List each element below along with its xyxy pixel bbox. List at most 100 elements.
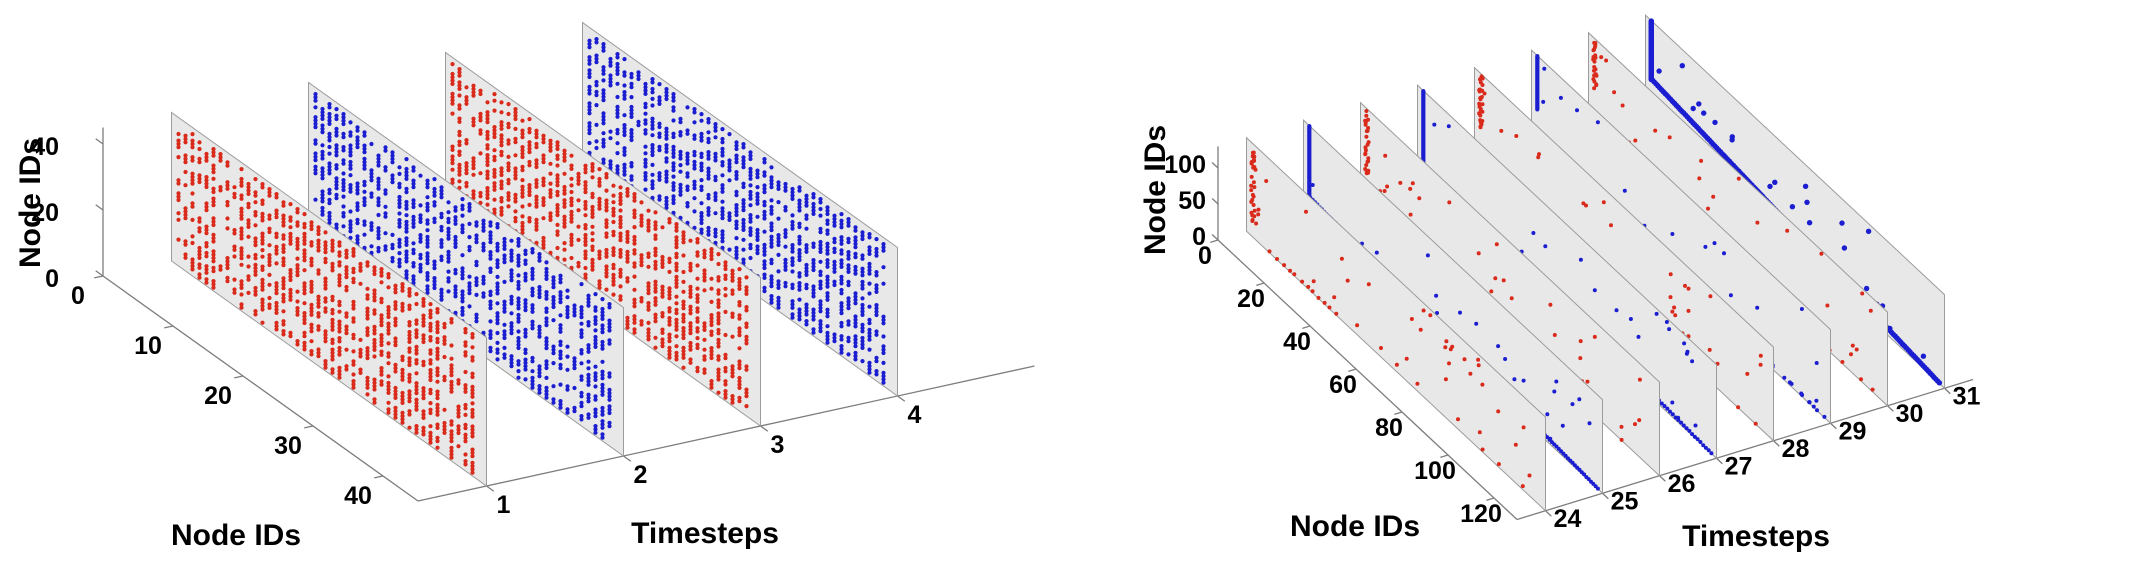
- scatter-point: [428, 335, 433, 340]
- x-axis-tick: [1486, 497, 1495, 501]
- scatter-point: [190, 204, 195, 209]
- scatter-point: [832, 216, 837, 222]
- scatter-point: [839, 304, 844, 309]
- scatter-point: [1690, 432, 1695, 437]
- scatter-point: [600, 409, 605, 414]
- scatter-point: [435, 439, 440, 444]
- scatter-point: [190, 201, 195, 206]
- scatter-point: [601, 157, 606, 162]
- scatter-point: [762, 170, 767, 175]
- scatter-point: [442, 430, 447, 435]
- scatter-point: [601, 144, 606, 149]
- scatter-point: [488, 236, 493, 241]
- scatter-point: [555, 179, 560, 185]
- scatter-point: [846, 236, 851, 241]
- scatter-point: [365, 316, 370, 321]
- scatter-point: [1249, 174, 1254, 179]
- scatter-point: [309, 309, 314, 314]
- scatter-point: [1659, 401, 1664, 406]
- scatter-point: [372, 291, 377, 296]
- scatter-point: [323, 299, 328, 304]
- scatter-point: [323, 359, 328, 364]
- scatter-point: [470, 470, 475, 475]
- scatter-point: [1604, 58, 1609, 63]
- scatter-point: [393, 392, 398, 397]
- scatter-point: [499, 133, 504, 138]
- scatter-point: [702, 324, 707, 329]
- scatter-point: [674, 245, 679, 250]
- scatter-point: [1327, 305, 1332, 310]
- scatter-point: [260, 241, 265, 246]
- scatter-point: [853, 238, 858, 243]
- scatter-point: [313, 164, 318, 169]
- scatter-point: [681, 289, 686, 294]
- scatter-point: [783, 257, 788, 262]
- scatter-point: [839, 221, 844, 227]
- scatter-point: [446, 269, 451, 274]
- scatter-point: [853, 251, 858, 256]
- scatter-point: [351, 362, 356, 367]
- scatter-point: [653, 335, 658, 340]
- scatter-point: [558, 300, 563, 305]
- scatter-point: [692, 166, 697, 171]
- y-tick-label: 24: [1554, 505, 1582, 533]
- scatter-point: [734, 153, 739, 158]
- scatter-point: [607, 318, 612, 323]
- scatter-point: [713, 191, 718, 196]
- scatter-point: [467, 244, 472, 250]
- scatter-point: [190, 171, 195, 176]
- scatter-point: [590, 237, 595, 243]
- scatter-point: [737, 286, 742, 291]
- scatter-point: [804, 246, 809, 251]
- scatter-point: [418, 252, 423, 257]
- scatter-point: [832, 263, 837, 268]
- scatter-point: [330, 307, 335, 313]
- scatter-point: [832, 259, 837, 264]
- scatter-point: [653, 249, 658, 255]
- scatter-point: [513, 209, 518, 214]
- scatter-point: [520, 154, 525, 160]
- scatter-point: [313, 118, 318, 123]
- scatter-point: [625, 190, 630, 195]
- scatter-point: [365, 263, 370, 268]
- scatter-point: [790, 269, 795, 274]
- scatter-point: [344, 367, 349, 372]
- scatter-point: [351, 359, 356, 364]
- scatter-point: [516, 342, 521, 347]
- scatter-point: [446, 226, 451, 231]
- scatter-point: [295, 220, 300, 225]
- scatter-point: [351, 319, 356, 324]
- scatter-point: [594, 89, 599, 94]
- scatter-point: [741, 161, 746, 166]
- scatter-point: [625, 325, 630, 330]
- scatter-point: [474, 236, 479, 241]
- scatter-point: [372, 384, 377, 389]
- scatter-point: [183, 252, 188, 257]
- scatter-point: [618, 284, 623, 289]
- scatter-point: [372, 354, 377, 359]
- scatter-point: [418, 239, 423, 244]
- scatter-point: [839, 274, 844, 279]
- scatter-point: [762, 209, 767, 214]
- scatter-point: [183, 136, 188, 142]
- scatter-point: [204, 208, 209, 213]
- scatter-point: [516, 283, 521, 288]
- scatter-point: [650, 86, 655, 92]
- scatter-point: [629, 134, 634, 139]
- scatter-point: [485, 162, 490, 168]
- scatter-point: [520, 187, 525, 193]
- scatter-point: [604, 205, 609, 210]
- scatter-point: [320, 126, 325, 131]
- scatter-point: [506, 177, 511, 183]
- scatter-point: [607, 391, 612, 396]
- scatter-point: [320, 205, 325, 211]
- scatter-point: [499, 199, 504, 204]
- scatter-point: [274, 310, 279, 315]
- scatter-point: [267, 256, 272, 261]
- scatter-point: [674, 301, 679, 306]
- scatter-point: [604, 264, 609, 269]
- scatter-point: [604, 247, 609, 253]
- scatter-point: [702, 275, 707, 280]
- scatter-point: [1670, 400, 1675, 405]
- scatter-point: [1807, 400, 1812, 405]
